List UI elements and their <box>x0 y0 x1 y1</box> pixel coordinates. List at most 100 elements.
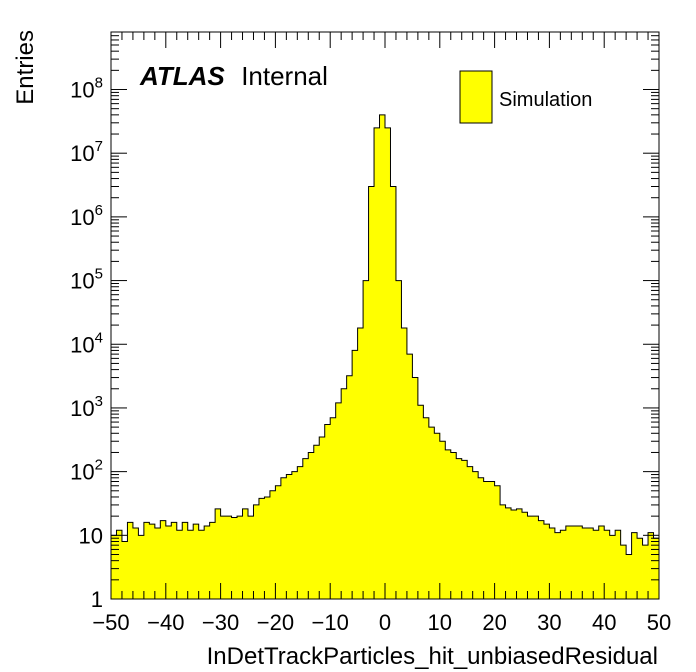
histogram-bin <box>132 528 139 599</box>
histogram-bin <box>313 445 320 599</box>
y-tick-label: 108 <box>70 75 103 103</box>
histogram-bin <box>379 114 386 599</box>
histogram-bin <box>390 186 397 600</box>
histogram-bin <box>445 449 452 599</box>
histogram-bin <box>116 530 123 599</box>
histogram-bin <box>587 528 594 599</box>
histogram-bin <box>193 524 200 599</box>
histogram-bin <box>111 535 117 599</box>
x-tick-label: −20 <box>257 610 294 635</box>
histogram-bin <box>171 522 178 599</box>
histogram-bin <box>346 375 353 599</box>
histogram-bars <box>111 114 660 600</box>
x-tick-label: −10 <box>312 610 349 635</box>
histogram-bin <box>374 127 380 599</box>
histogram-bin <box>406 354 413 599</box>
y-tick-label: 10 <box>79 523 103 548</box>
x-tick-label: −50 <box>92 610 129 635</box>
histogram-bin <box>286 474 293 599</box>
histogram-bin <box>576 526 583 599</box>
histogram-bin <box>620 545 627 599</box>
histogram-bin <box>209 522 216 599</box>
histogram-bin <box>165 526 172 599</box>
histogram-bin <box>154 528 161 599</box>
histogram-bin <box>324 424 331 599</box>
histogram-bin <box>505 507 512 599</box>
x-tick-label: −40 <box>147 610 184 635</box>
y-tick-label: 106 <box>70 202 103 230</box>
histogram-bin <box>357 327 364 599</box>
histogram-bin <box>395 280 402 599</box>
atlas-label-internal: Internal <box>241 61 328 91</box>
histogram-bin <box>280 477 287 599</box>
x-tick-label: 50 <box>647 610 671 635</box>
histogram-bin <box>242 508 249 599</box>
histogram-bin <box>483 481 490 599</box>
x-tick-labels: −50 −40 −30 −20 −10 0 10 20 30 40 50 <box>92 610 671 635</box>
histogram-bin <box>341 388 348 599</box>
histogram-bin <box>330 417 337 599</box>
x-tick-label: −30 <box>202 610 239 635</box>
histogram-bin <box>368 186 375 600</box>
histogram-bin <box>423 417 430 599</box>
histogram-bin <box>319 436 326 599</box>
histogram-bin <box>417 405 424 599</box>
histogram-bin <box>511 509 517 599</box>
histogram-bin <box>494 485 501 599</box>
x-tick-label: 30 <box>537 610 561 635</box>
histogram-bin <box>500 504 506 599</box>
histogram-bin <box>450 452 457 599</box>
histogram-bin <box>198 530 205 599</box>
histogram-bin <box>489 481 495 599</box>
histogram-bin <box>626 554 632 599</box>
histogram-bin <box>302 458 309 599</box>
histogram-bin <box>121 541 128 599</box>
histogram-bin <box>456 458 463 599</box>
histogram-bin <box>258 498 265 599</box>
histogram-bin <box>609 535 616 599</box>
histogram-bin <box>220 516 227 599</box>
y-tick-label: 103 <box>70 393 103 421</box>
histogram-bin <box>149 524 156 599</box>
histogram-bin <box>461 460 468 599</box>
histogram-bin <box>160 520 167 599</box>
histogram-bin <box>467 466 474 599</box>
histogram-bin <box>401 327 408 599</box>
histogram-bin <box>637 538 643 599</box>
axis-ticks <box>110 31 660 600</box>
y-tick-label: 105 <box>70 266 103 294</box>
histogram-bin <box>604 530 611 599</box>
histogram-bin <box>522 512 528 599</box>
legend-swatch-simulation <box>459 70 493 124</box>
histogram-bin <box>642 545 649 599</box>
histogram-bin <box>631 532 638 599</box>
histogram-bin <box>231 517 238 599</box>
histogram-bin <box>291 471 298 599</box>
histogram-bin <box>527 516 534 599</box>
histogram-bin <box>582 528 589 599</box>
histogram-bin <box>571 526 578 599</box>
histogram-bin <box>439 441 446 599</box>
histogram-bin <box>176 530 183 599</box>
histogram-bin <box>434 433 441 599</box>
histogram-bin <box>204 526 211 599</box>
histogram-bin <box>275 485 282 599</box>
y-tick-label: 102 <box>70 457 103 485</box>
x-axis-title: InDetTrackParticles_hit_unbiasedResidual <box>207 643 658 670</box>
histogram-bin <box>385 127 391 599</box>
histogram-bin <box>549 528 556 599</box>
atlas-label-bold: ATLAS <box>139 61 225 91</box>
histogram-outline <box>110 114 660 599</box>
histogram-bin <box>516 508 523 599</box>
legend-label-simulation: Simulation <box>499 89 592 111</box>
histogram-bin <box>308 452 315 599</box>
histogram-bin <box>560 530 567 599</box>
histogram-bin <box>472 471 479 599</box>
histogram-bin <box>363 280 369 599</box>
histogram-bin <box>532 516 539 599</box>
histogram-bin <box>215 508 221 599</box>
histogram-bin <box>127 522 134 599</box>
histogram-bin <box>648 532 654 599</box>
histogram-bin <box>226 516 232 599</box>
